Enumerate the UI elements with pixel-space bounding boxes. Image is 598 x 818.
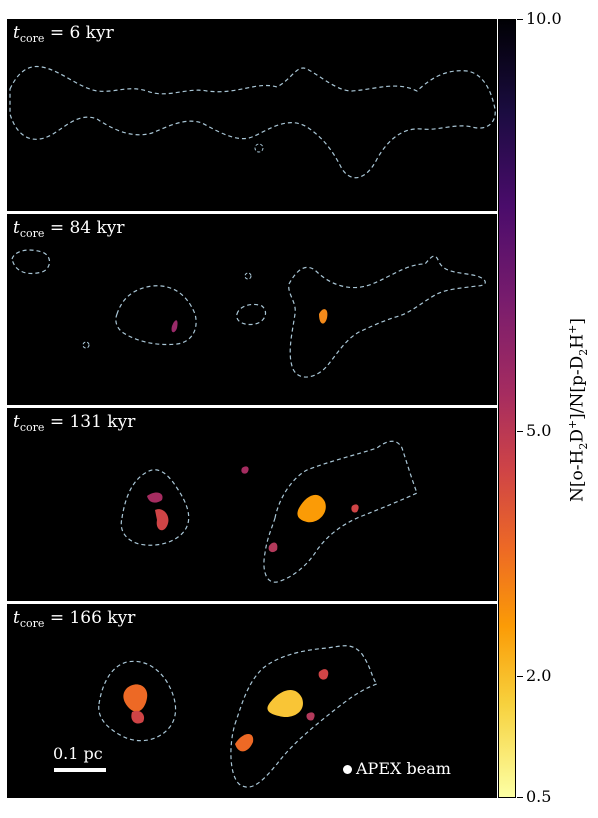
colorbar xyxy=(498,19,516,798)
colorbar-tick xyxy=(517,676,523,677)
ratio-emission xyxy=(131,710,145,724)
contour-outline xyxy=(288,255,486,378)
contour-outline xyxy=(11,249,51,275)
contour-map-131kyr xyxy=(120,440,418,583)
apex-beam-marker xyxy=(343,765,352,774)
colorbar-label: N[o-H2D+]/N[p-D2H+] xyxy=(565,318,591,502)
colorbar-tick xyxy=(517,797,523,798)
ratio-emission xyxy=(319,309,328,324)
contour-map-84kyr xyxy=(11,249,486,378)
contour-outline xyxy=(115,285,197,346)
panel-131kyr: tcore = 131 kyr xyxy=(7,408,497,601)
contour-small xyxy=(82,341,90,349)
ratio-emission xyxy=(306,712,315,721)
ratio-emission xyxy=(241,466,249,474)
panel-label: tcore = 84 kyr xyxy=(13,218,125,240)
contour-map-6kyr xyxy=(9,65,496,179)
colorbar-tick xyxy=(517,19,523,20)
ratio-emission xyxy=(171,320,178,333)
contour-outline xyxy=(236,303,267,326)
ratio-emission xyxy=(318,669,329,680)
apex-beam-label: APEX beam xyxy=(356,759,451,778)
scalebar xyxy=(54,768,106,772)
scalebar-label: 0.1 pc xyxy=(53,744,103,763)
panel-166kyr: tcore = 166 kyr xyxy=(7,604,497,798)
colorbar-tick-label: 10.0 xyxy=(526,9,562,28)
contour-outline xyxy=(263,440,418,583)
colorbar-tick-label: 2.0 xyxy=(526,666,552,685)
contour-outline xyxy=(9,65,496,179)
colorbar-tick-label: 0.5 xyxy=(526,787,552,806)
ratio-emission xyxy=(267,690,303,718)
contour-small xyxy=(254,143,264,153)
panel-label: tcore = 166 kyr xyxy=(13,608,136,630)
colorbar-tick-label: 5.0 xyxy=(526,421,552,440)
ratio-emission xyxy=(155,509,169,531)
ratio-emission xyxy=(297,494,326,523)
panel-84kyr: tcore = 84 kyr xyxy=(7,214,497,405)
contour-small xyxy=(244,272,252,280)
ratio-emission xyxy=(268,542,278,553)
ratio-emission xyxy=(235,733,254,752)
ratio-emission xyxy=(147,492,163,503)
ratio-emission xyxy=(351,504,359,513)
ratio-emission xyxy=(123,684,148,712)
panel-6kyr: tcore = 6 kyr xyxy=(7,19,497,211)
contour-outline xyxy=(98,660,177,742)
panel-label: tcore = 6 kyr xyxy=(13,23,114,45)
colorbar-tick xyxy=(517,431,523,432)
contour-map-166kyr xyxy=(98,645,379,788)
panel-label: tcore = 131 kyr xyxy=(13,412,136,434)
contour-outline xyxy=(120,469,190,546)
